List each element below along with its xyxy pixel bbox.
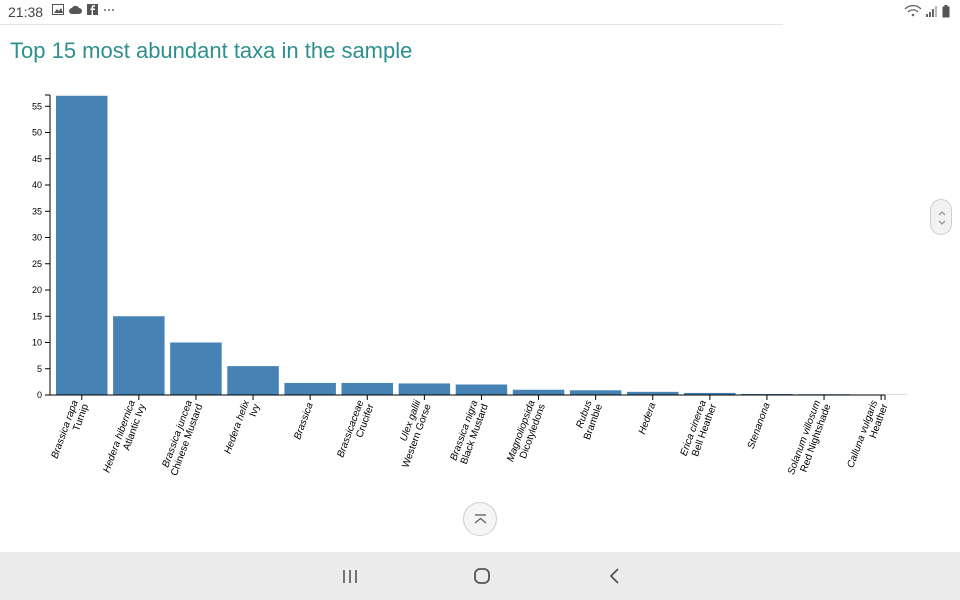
x-tick-label-line1: Stenanona <box>746 401 773 451</box>
bar <box>284 382 336 395</box>
recent-apps-button[interactable] <box>330 562 370 590</box>
bar <box>741 393 793 395</box>
x-tick-label: Hedera <box>637 401 659 436</box>
y-tick-label: 30 <box>32 233 42 243</box>
y-tick-label: 0 <box>37 390 42 400</box>
y-tick-label: 5 <box>37 364 42 374</box>
bar <box>113 316 165 395</box>
page-title: Top 15 most abundant taxa in the sample <box>10 38 413 63</box>
more-icon <box>104 8 114 11</box>
x-tick-label-line2: Ivy <box>248 403 263 419</box>
y-tick-label: 40 <box>32 180 42 190</box>
y-tick-label: 55 <box>32 101 42 111</box>
wifi-icon <box>904 4 922 17</box>
y-tick-label: 50 <box>32 128 42 138</box>
recent-apps-icon <box>343 570 357 583</box>
android-navigation-bar <box>0 552 960 600</box>
back-icon <box>609 568 619 584</box>
bar <box>170 342 222 395</box>
x-tick-label: Stenanona <box>746 401 773 451</box>
back-button[interactable] <box>594 562 634 590</box>
x-tick-label-line1: Hedera <box>637 401 659 436</box>
battery-icon <box>942 4 950 17</box>
y-tick-label: 15 <box>32 311 42 321</box>
status-time: 21:38 <box>8 4 44 20</box>
x-tick-label: Brassica <box>292 401 316 441</box>
header-divider <box>0 24 783 25</box>
scroll-arrows-icon <box>938 211 946 225</box>
bar <box>569 390 622 395</box>
x-tick-label-line1: Brassica <box>292 401 316 441</box>
bar <box>341 382 393 395</box>
y-tick-label: 20 <box>32 285 42 295</box>
axes-layer: 0 5 10 15 20 25 30 35 40 45 50 55 <box>32 94 886 400</box>
bar <box>56 95 108 395</box>
home-button[interactable] <box>462 562 502 590</box>
bar <box>684 392 736 395</box>
scroll-handle[interactable] <box>930 199 952 235</box>
notification-icons <box>52 4 115 15</box>
bar <box>227 366 279 395</box>
bar <box>627 391 679 395</box>
signal-icon <box>926 6 937 17</box>
x-tick-label-line1: Hedera helix <box>223 398 253 455</box>
bar <box>398 383 451 395</box>
bar-chart: 0 5 10 15 20 25 30 35 40 45 50 55 Brassica rapaTurn… <box>32 94 907 477</box>
y-tick-label: 35 <box>32 206 42 216</box>
home-icon <box>474 568 490 584</box>
y-tick-label: 45 <box>32 154 42 164</box>
status-bar: 21:38 <box>0 0 960 24</box>
bars-layer <box>56 95 907 395</box>
scroll-to-top-icon <box>474 514 487 524</box>
y-tick-label: 10 <box>32 338 42 348</box>
cloud-icon <box>69 5 82 14</box>
bar <box>455 384 508 395</box>
bar <box>512 389 565 395</box>
scroll-to-top-button[interactable] <box>463 502 497 536</box>
system-status-icons <box>904 4 950 18</box>
image-icon <box>52 4 64 15</box>
facebook-icon <box>87 4 98 15</box>
y-tick-label: 25 <box>32 259 42 269</box>
